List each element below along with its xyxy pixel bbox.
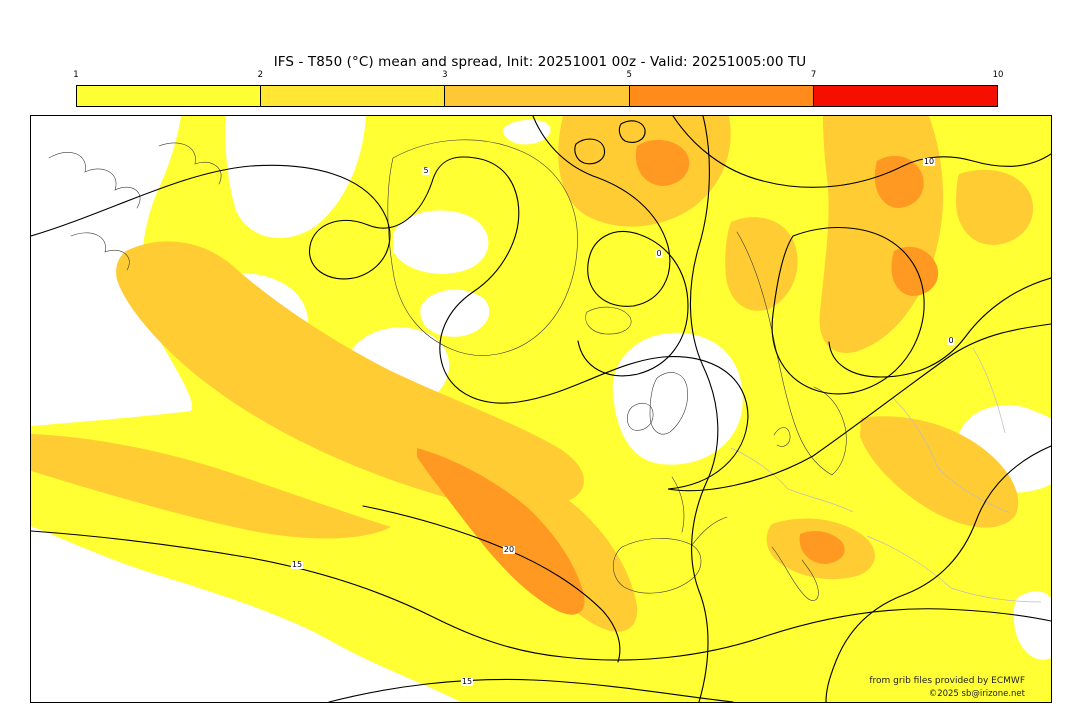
spread-fill-layer-orange [417, 139, 939, 615]
spread-fill-layer-white-holes [177, 116, 1051, 660]
colorbar: 1 2 3 5 7 10 [73, 71, 1003, 107]
credits-ecmwf: from grib files provided by ECMWF [869, 676, 1025, 686]
colorbar-ticks: 1 2 3 5 7 10 [73, 70, 1003, 83]
contour-label: 5 [422, 166, 430, 175]
page-title: IFS - T850 (°C) mean and spread, Init: 2… [273, 54, 807, 70]
contour-label: 15 [290, 560, 304, 569]
contour-label: 0 [655, 249, 663, 258]
colorbar-segment [261, 86, 446, 106]
colorbar-segment [77, 86, 262, 106]
colorbar-tick-label: 1 [73, 70, 79, 80]
colorbar-segment [629, 86, 814, 106]
map-svg [31, 116, 1051, 702]
contour-label: 0 [947, 336, 955, 345]
admin-border-layer [730, 347, 1042, 603]
weather-map: 5 10 0 0 15 20 15 from grib files provided by … [30, 115, 1052, 703]
contour-layer [31, 116, 1051, 702]
colorbar-segment [445, 86, 630, 106]
colorbar-tick-label: 3 [442, 70, 448, 80]
colorbar-segments [76, 85, 998, 107]
colorbar-tick-label: 2 [257, 70, 264, 80]
contour-label: 20 [502, 545, 516, 554]
colorbar-tick-label: 10 [992, 70, 1004, 80]
contour-label: 15 [460, 677, 474, 686]
colorbar-segment [813, 86, 998, 106]
colorbar-tick-label: 5 [626, 70, 632, 80]
credits-copyright: ©2025 sb@irizone.net [928, 689, 1025, 699]
contour-label: 10 [922, 157, 936, 166]
colorbar-tick-label: 7 [810, 70, 817, 80]
